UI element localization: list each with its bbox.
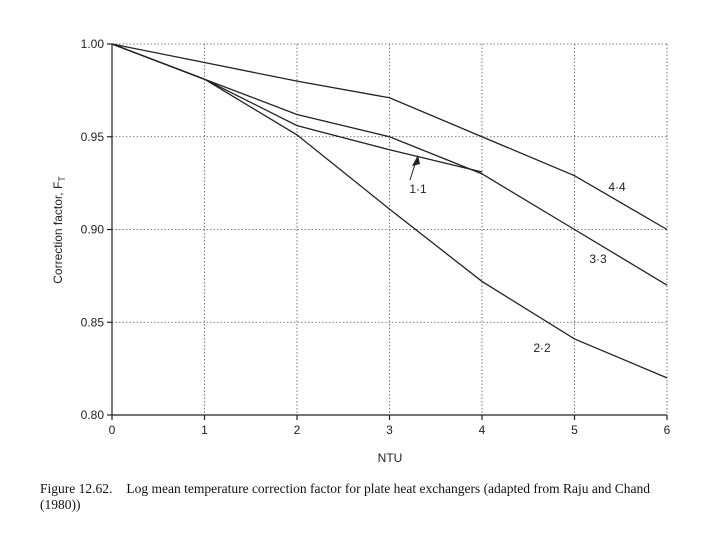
series-line (111, 43, 668, 379)
chart: NTU Correction factor, FT 0.80 0.85 0.90 0.… (51, 37, 671, 465)
caption-label: Figure 12.62. (40, 481, 113, 496)
annotation-arrowhead (412, 155, 420, 166)
y-axis-label: Correction factor, FT (51, 176, 67, 284)
caption: Figure 12.62. Log mean temperature correc… (40, 481, 690, 513)
x-axis-label: NTU (378, 451, 403, 465)
x-tick-label: 2 (294, 423, 301, 437)
y-tick-label: 0.90 (81, 223, 105, 237)
x-tick-label: 0 (109, 423, 116, 437)
x-tick-label: 1 (201, 423, 208, 437)
series-label: 2·2 (533, 341, 551, 355)
series-label: 4·4 (608, 180, 626, 194)
x-tick-label: 6 (664, 423, 671, 437)
x-tick-label: 4 (479, 423, 486, 437)
y-tick-label: 0.95 (81, 130, 105, 144)
y-tick-label: 0.80 (81, 408, 105, 422)
y-axis-label-main: Correction factor, F (51, 182, 65, 284)
y-axis-label-subscript: T (57, 176, 67, 182)
x-tick-label: 3 (386, 423, 393, 437)
caption-text: Log mean temperature correction factor f… (40, 481, 651, 512)
y-tick-label: 1.00 (81, 37, 105, 51)
series-label: 1·1 (409, 182, 427, 196)
x-tick-label: 5 (571, 423, 578, 437)
series-line (111, 43, 668, 231)
y-tick-label: 0.85 (81, 315, 105, 329)
series-label: 3·3 (589, 252, 607, 266)
